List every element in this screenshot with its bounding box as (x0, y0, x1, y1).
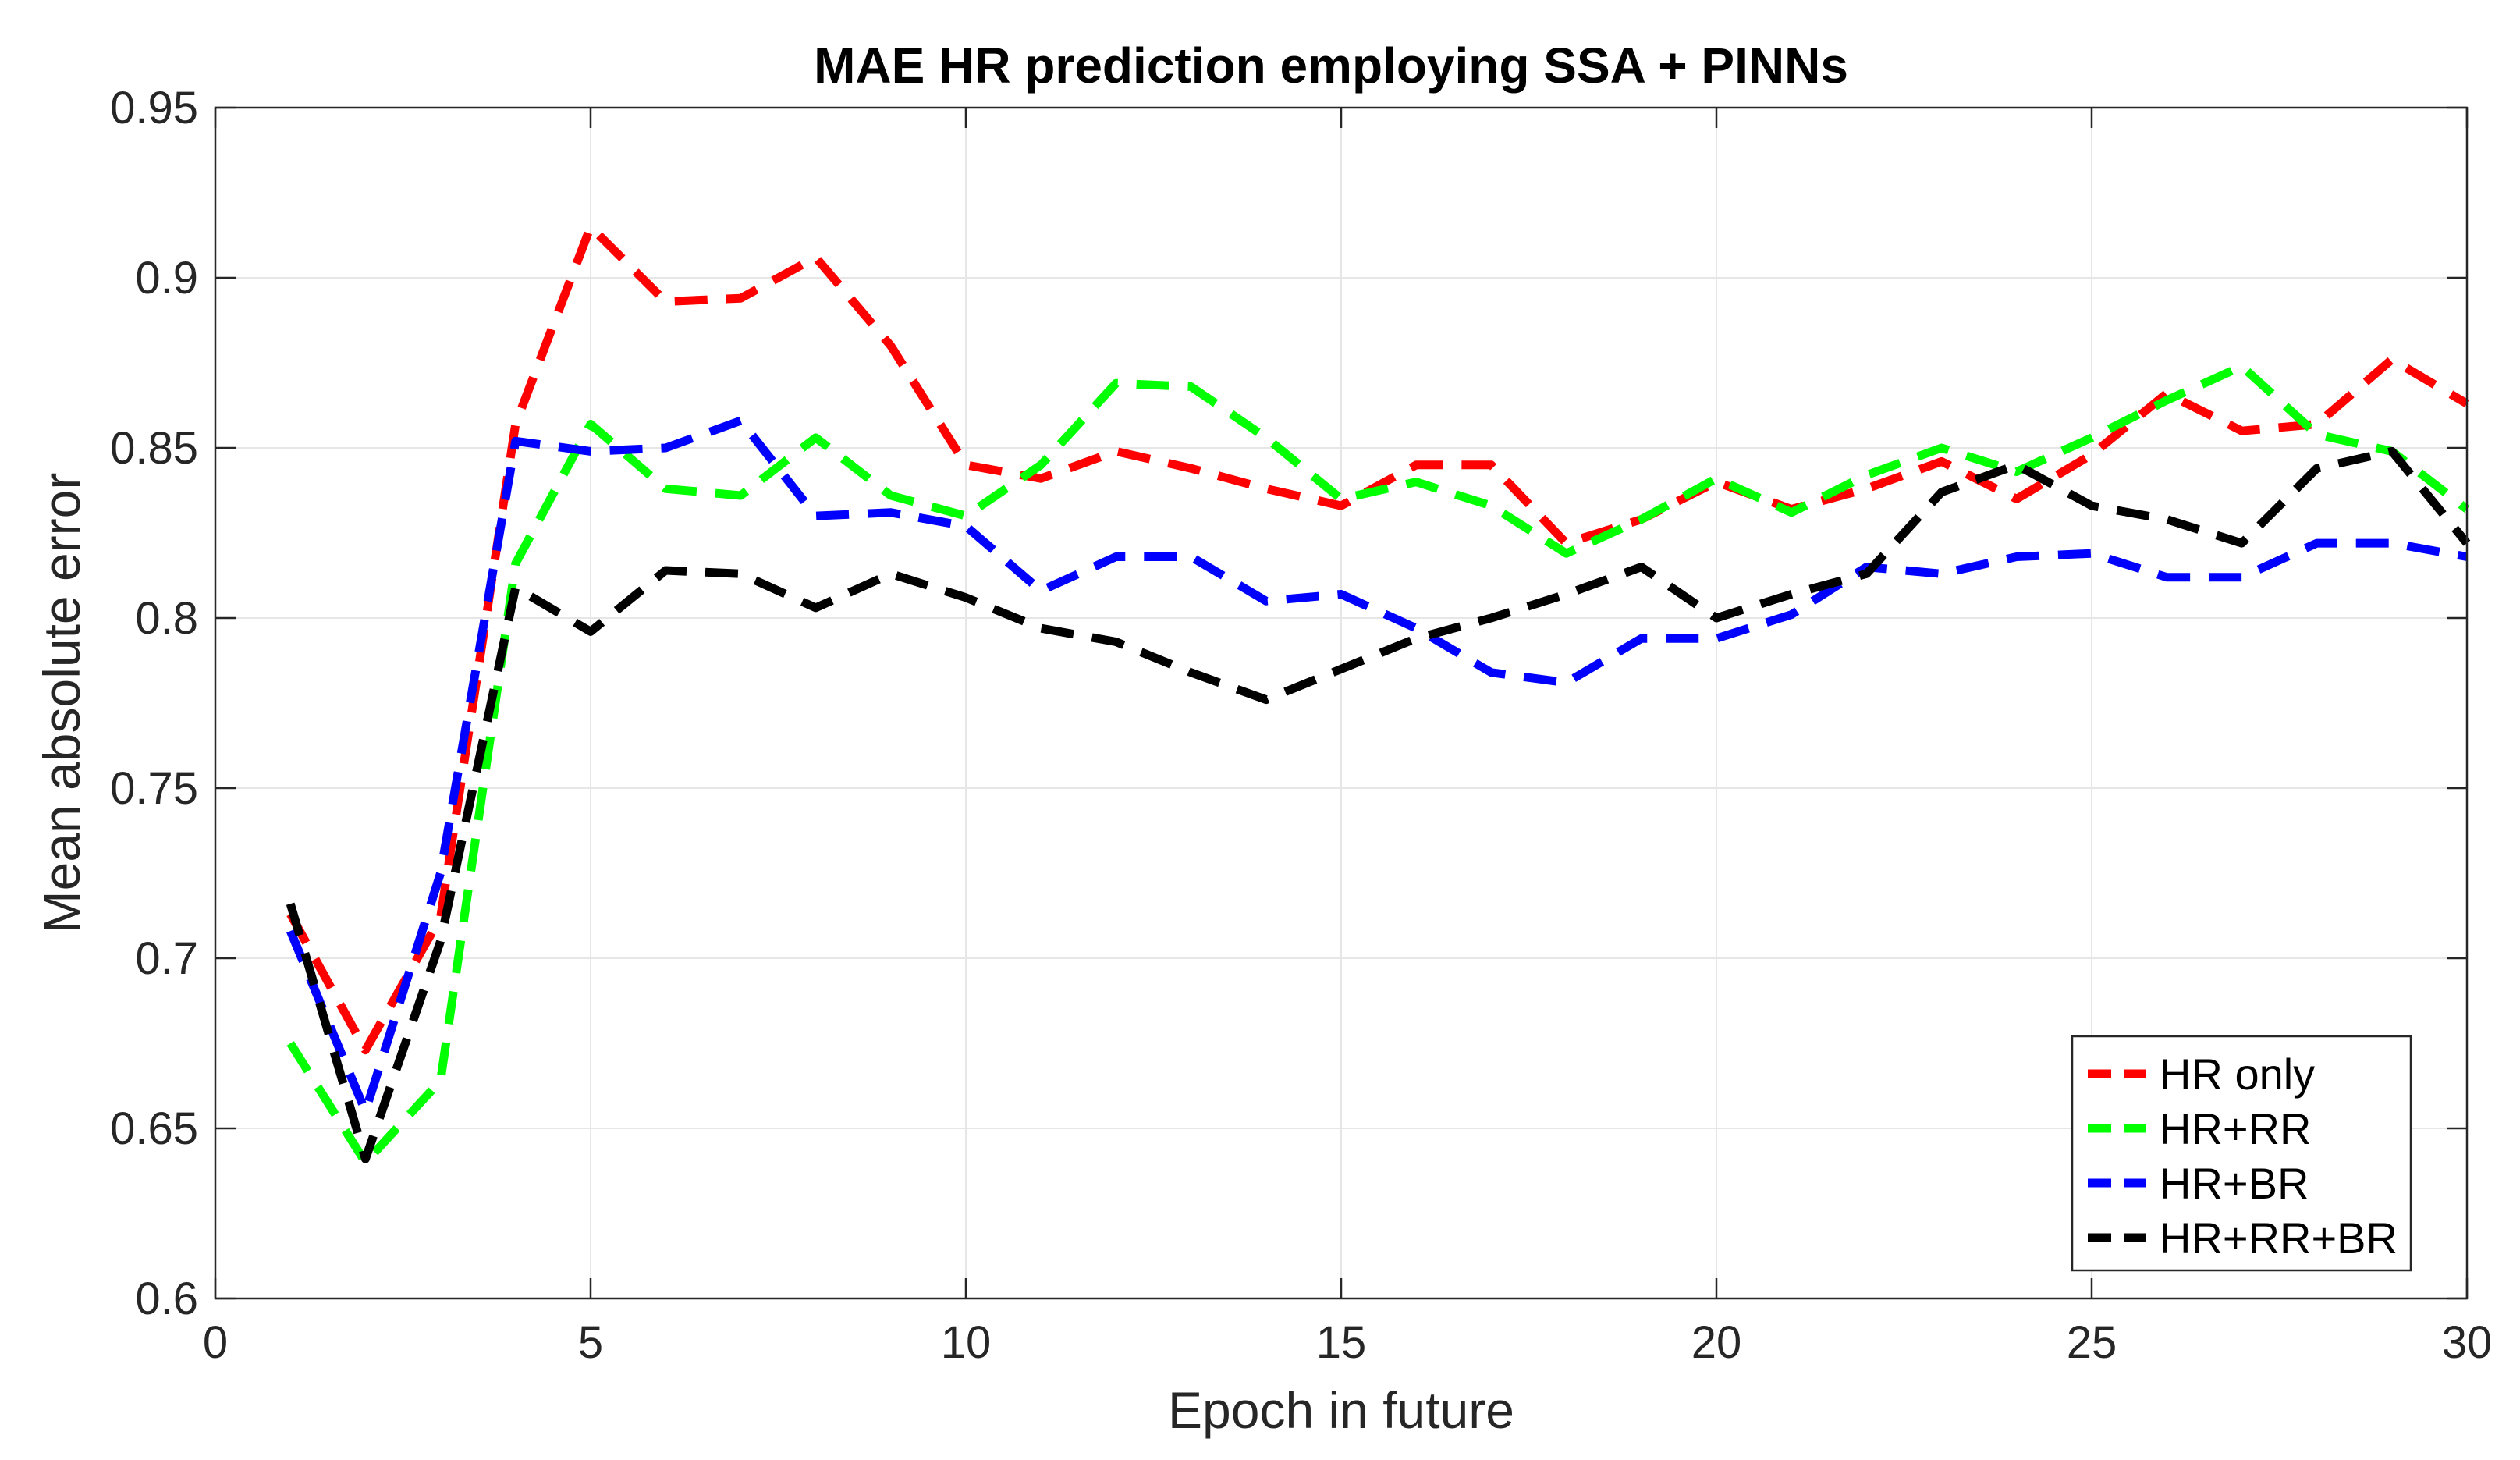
y-tick-label: 0.8 (135, 593, 198, 644)
plot-lines (286, 222, 2471, 1167)
y-axis-label: Mean absolute error (33, 473, 91, 934)
y-tick-label: 0.6 (135, 1274, 198, 1324)
series-line-1 (286, 361, 2470, 1167)
x-tick-label: 15 (1316, 1317, 1367, 1368)
legend-label-0: HR only (2160, 1050, 2315, 1099)
y-tick-labels: 0.6 0.65 0.7 0.75 0.8 0.85 0.9 0.95 (110, 83, 198, 1324)
legend-label-3: HR+RR+BR (2160, 1213, 2398, 1263)
series-line-0 (286, 222, 2469, 1055)
y-tick-label: 0.7 (135, 933, 198, 984)
legend: HR only HR+RR HR+BR HR+RR+BR (2071, 1035, 2412, 1272)
x-tick-label: 25 (2067, 1317, 2117, 1368)
x-axis-label: Epoch in future (1168, 1381, 1514, 1439)
axis-ticks (214, 106, 2469, 1300)
legend-label-2: HR+BR (2160, 1159, 2309, 1208)
legend-label-1: HR+RR (2160, 1104, 2311, 1153)
x-tick-label: 5 (578, 1317, 603, 1368)
y-tick-label: 0.9 (135, 253, 198, 304)
x-tick-label: 20 (1691, 1317, 1742, 1368)
x-tick-label: 30 (2442, 1317, 2493, 1368)
y-tick-label: 0.95 (110, 83, 198, 133)
y-tick-label: 0.85 (110, 423, 198, 474)
x-tick-label: 0 (203, 1317, 228, 1368)
x-tick-labels: 0 5 10 15 20 25 30 (203, 1317, 2492, 1368)
y-tick-label: 0.65 (110, 1103, 198, 1154)
y-tick-label: 0.75 (110, 763, 198, 814)
x-tick-label: 10 (941, 1317, 992, 1368)
chart-title: MAE HR prediction employing SSA + PINNs (814, 37, 1848, 94)
